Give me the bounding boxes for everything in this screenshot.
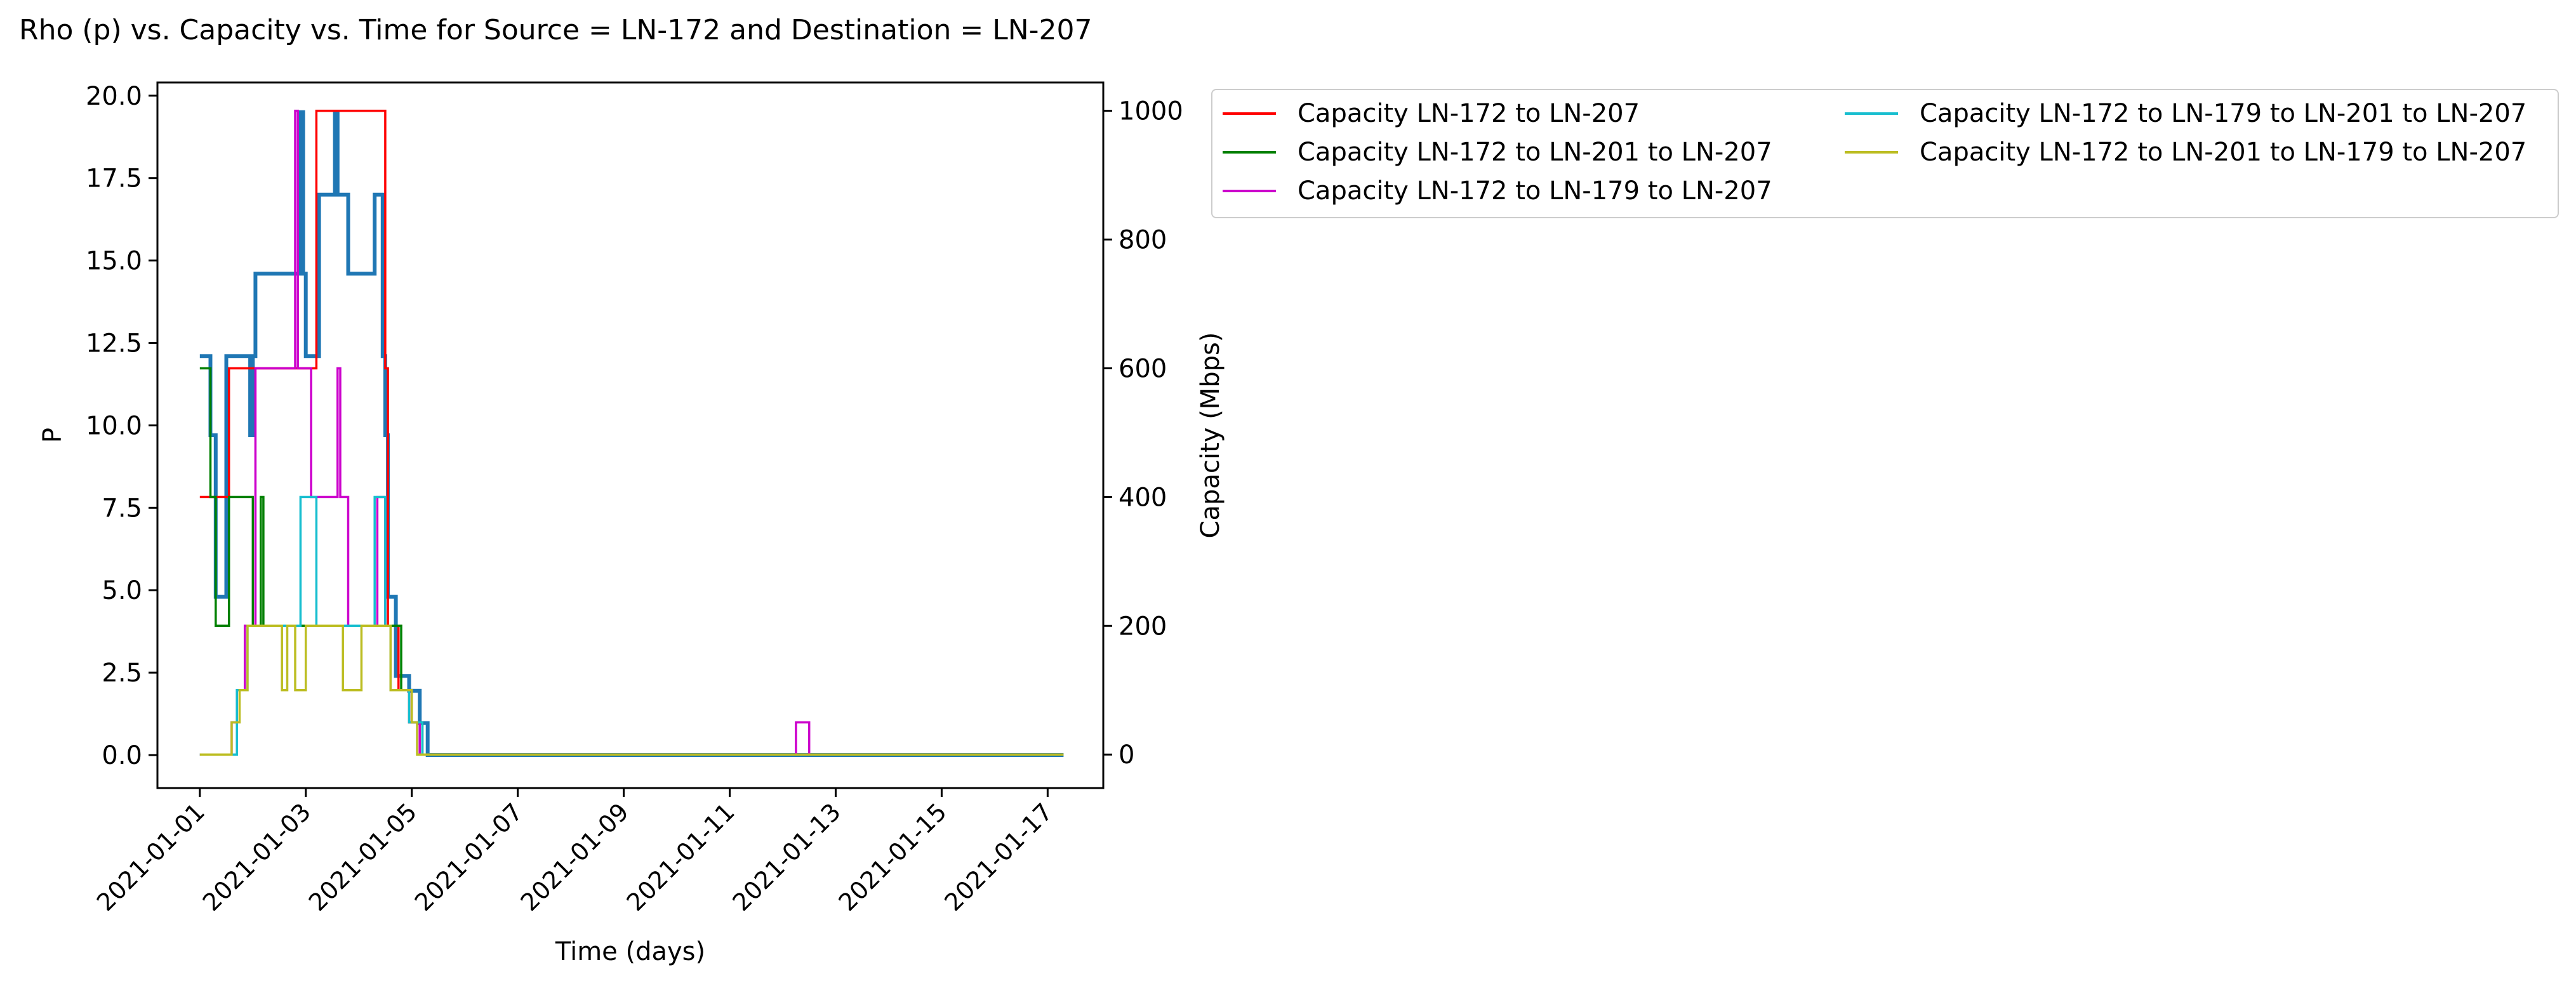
legend-item-capacity-via-201-179: Capacity LN-172 to LN-201 to LN-179 to L…	[1845, 136, 2526, 168]
x-tick-label: 2021-01-09	[515, 798, 634, 916]
y-left-tick-label: 12.5	[86, 329, 142, 358]
series-line-capacity-0	[199, 109, 1064, 756]
x-tick-label: 2021-01-03	[197, 798, 316, 916]
y-left-tick-label: 15.0	[86, 247, 142, 276]
x-tick-label: 2021-01-07	[409, 798, 528, 916]
legend-label: Capacity LN-172 to LN-201 to LN-179 to L…	[1920, 138, 2527, 167]
y-left-tick-label: 10.0	[86, 411, 142, 440]
series-line-rho	[199, 110, 1064, 757]
y-right-tick-label: 800	[1119, 226, 1167, 255]
y-axis-right-label: Capacity (Mbps)	[1196, 332, 1225, 539]
x-tick-label: 2021-01-01	[91, 798, 210, 916]
legend-swatch	[1845, 112, 1898, 115]
y-right-tick-label: 600	[1119, 354, 1167, 383]
legend-label: Capacity LN-172 to LN-179 to LN-207	[1298, 176, 1772, 206]
x-tick-label: 2021-01-05	[303, 798, 422, 916]
series-line-capacity-2	[199, 109, 1064, 756]
y-left-tick-label: 7.5	[102, 494, 142, 523]
y-right-tick-label: 400	[1119, 483, 1167, 512]
plot-frame	[156, 81, 1105, 789]
y-left-tick-label: 5.0	[102, 576, 142, 605]
y-right-tick-label: 200	[1119, 612, 1167, 641]
legend-label: Capacity LN-172 to LN-207	[1298, 99, 1640, 128]
y-right-tick-label: 1000	[1119, 97, 1183, 126]
legend-swatch	[1845, 151, 1898, 154]
legend-swatch	[1223, 112, 1276, 115]
y-right-tick-label: 0	[1119, 740, 1134, 770]
x-tick-label: 2021-01-11	[621, 798, 740, 916]
x-tick-label: 2021-01-17	[939, 798, 1058, 916]
legend-item-capacity-via-179-201: Capacity LN-172 to LN-179 to LN-201 to L…	[1845, 98, 2526, 129]
x-axis-label: Time (days)	[555, 937, 705, 966]
legend-label: Capacity LN-172 to LN-179 to LN-201 to L…	[1920, 99, 2527, 128]
x-tick-label: 2021-01-15	[833, 798, 952, 916]
legend-swatch	[1223, 151, 1276, 154]
legend: Capacity LN-172 to LN-207 Capacity LN-17…	[1211, 89, 2559, 218]
series-line-capacity-4	[199, 624, 1064, 756]
chart-title: Rho (p) vs. Capacity vs. Time for Source…	[19, 14, 1092, 46]
series-line-capacity-1	[199, 367, 1064, 756]
y-left-tick-label: 17.5	[86, 164, 142, 194]
series-layer	[199, 109, 1064, 757]
legend-item-capacity-via-179: Capacity LN-172 to LN-179 to LN-207	[1223, 175, 1772, 207]
legend-item-capacity-via-201: Capacity LN-172 to LN-201 to LN-207	[1223, 136, 1772, 168]
axes-layer: 2021-01-012021-01-032021-01-052021-01-07…	[86, 82, 1183, 917]
legend-label: Capacity LN-172 to LN-201 to LN-207	[1298, 138, 1772, 167]
y-left-tick-label: 20.0	[86, 82, 142, 111]
x-tick-label: 2021-01-13	[727, 798, 846, 916]
legend-swatch	[1223, 190, 1276, 192]
y-left-tick-label: 0.0	[102, 741, 142, 770]
legend-item-capacity-direct: Capacity LN-172 to LN-207	[1223, 98, 1640, 129]
y-left-tick-label: 2.5	[102, 659, 142, 688]
y-axis-left-label: P	[38, 428, 67, 443]
